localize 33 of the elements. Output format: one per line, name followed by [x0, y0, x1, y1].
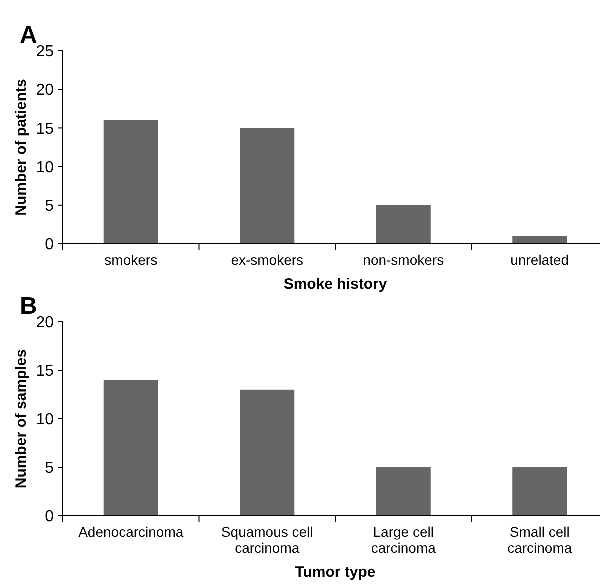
- x-tick-label: non-smokers: [363, 252, 444, 268]
- bar: [376, 468, 431, 516]
- y-tick-label: 25: [36, 44, 54, 61]
- y-tick-label: 10: [36, 412, 54, 429]
- y-tick-label: 15: [36, 120, 54, 138]
- x-tick-label: Small cell carcinoma: [508, 524, 572, 556]
- bar: [376, 205, 431, 244]
- bar: [240, 390, 295, 516]
- bar: [240, 128, 295, 244]
- y-tick-label: 0: [45, 508, 54, 526]
- x-tick-label: Large cell carcinoma: [371, 524, 436, 556]
- chart-title: B: [20, 293, 38, 320]
- chart-title: A: [20, 22, 38, 49]
- y-tick-label: 20: [36, 314, 54, 332]
- y-tick-label: 10: [36, 159, 54, 176]
- y-axis-title: Number of patients: [13, 79, 30, 216]
- x-tick-label: unrelated: [510, 252, 570, 268]
- y-tick-label: 5: [45, 460, 54, 478]
- bar: [104, 380, 158, 516]
- bar: [104, 120, 158, 244]
- y-tick-label: 0: [45, 236, 54, 254]
- y-tick-label: 20: [36, 82, 54, 100]
- y-tick-label: 15: [36, 363, 54, 380]
- x-tick-label: ex-smokers: [231, 252, 304, 268]
- x-axis-title: Smoke history: [284, 276, 388, 293]
- x-tick-label: smokers: [104, 252, 158, 268]
- x-tick-label: Squamous cell carcinoma: [221, 524, 314, 556]
- bar: [512, 236, 568, 244]
- bar: [512, 468, 568, 516]
- y-tick-label: 5: [45, 198, 54, 215]
- x-axis-title: Tumor type: [295, 564, 376, 581]
- x-tick-label: Adenocarcinoma: [78, 524, 184, 540]
- y-axis-title: Number of samples: [13, 349, 30, 489]
